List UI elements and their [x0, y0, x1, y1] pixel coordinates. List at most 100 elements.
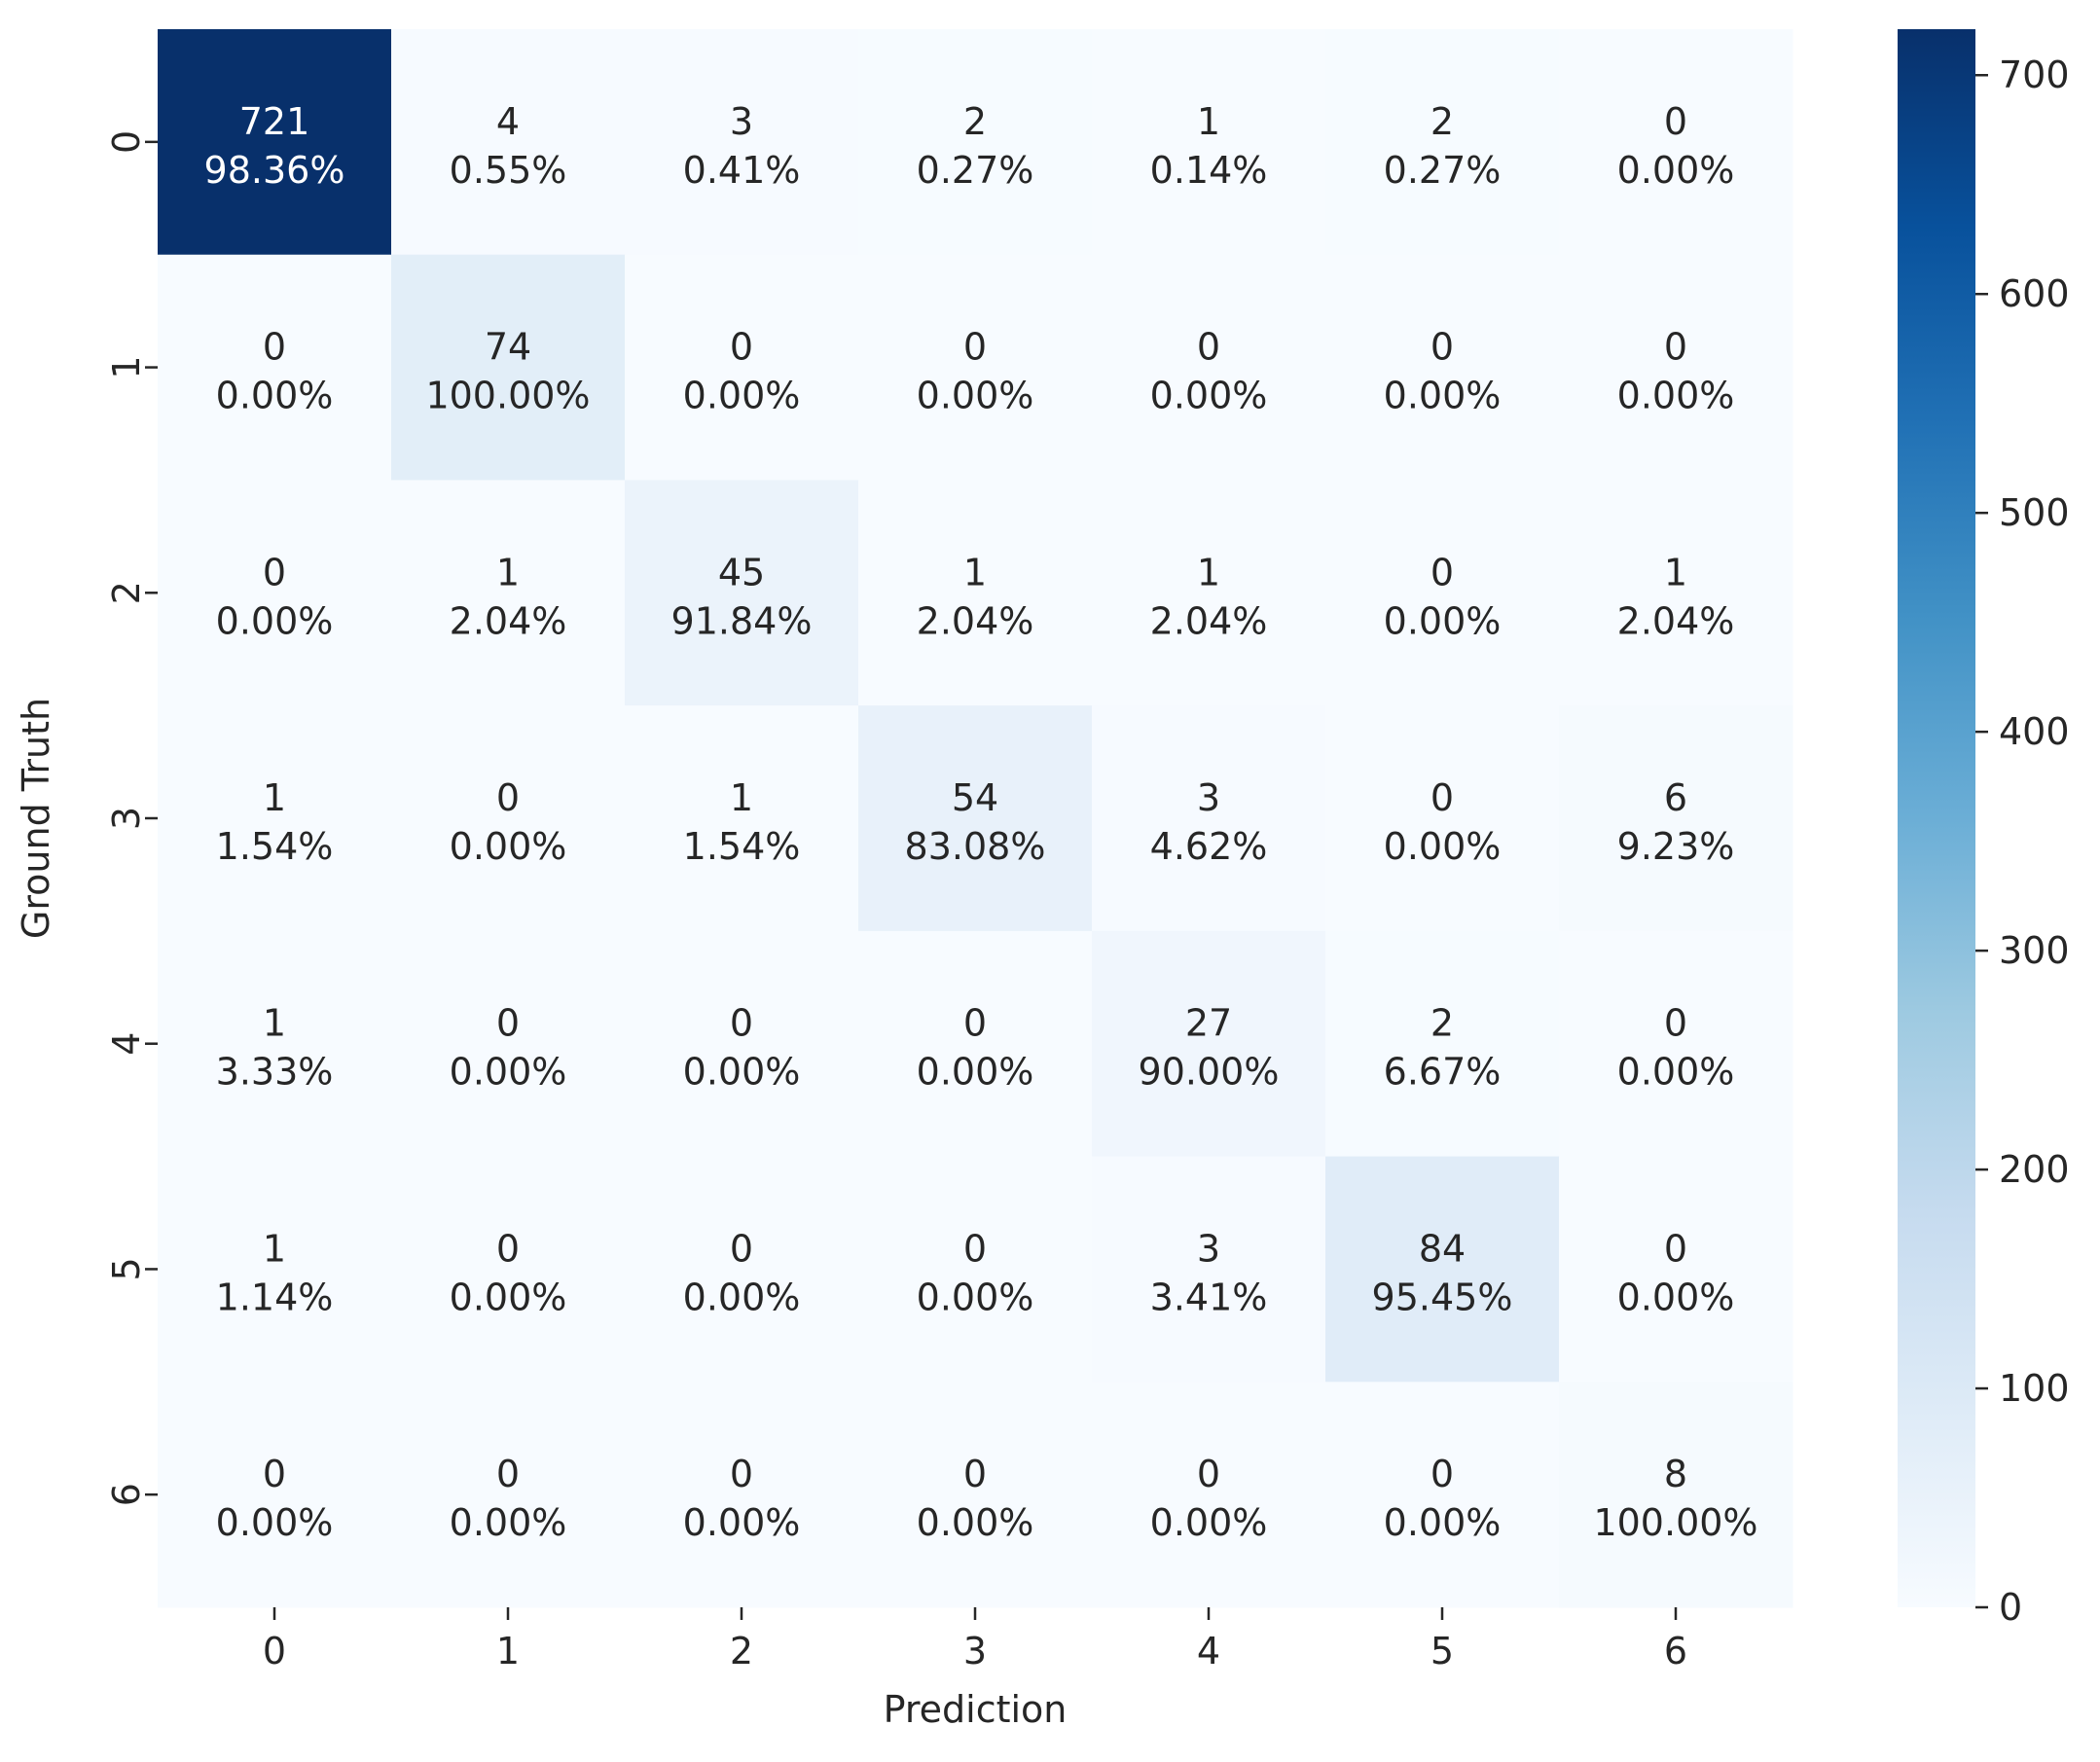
- y-tick-label: 0: [105, 130, 148, 154]
- cell-percent-label: 1.54%: [683, 825, 801, 868]
- cell-percent-label: 0.00%: [1384, 375, 1502, 417]
- cell-percent-label: 0.00%: [450, 1051, 567, 1094]
- cell-count-label: 0: [263, 326, 286, 369]
- heatmap-cell: [391, 1382, 626, 1608]
- cell-percent-label: 0.00%: [917, 375, 1034, 417]
- cell-count-label: 0: [496, 776, 520, 819]
- cell-count-label: 45: [718, 551, 765, 593]
- cell-count-label: 1: [1197, 551, 1220, 593]
- heatmap-cell: [858, 480, 1093, 706]
- cell-percent-label: 83.08%: [905, 825, 1046, 868]
- heatmap-cell: [1092, 705, 1326, 932]
- cell-count-label: 54: [952, 776, 998, 819]
- cell-count-label: 1: [730, 776, 753, 819]
- cell-count-label: 0: [1197, 1453, 1220, 1495]
- cell-count-label: 1: [496, 551, 520, 593]
- cell-count-label: 1: [1197, 100, 1220, 143]
- heatmap-cell: [1559, 1382, 1793, 1608]
- cell-percent-label: 0.00%: [1617, 375, 1735, 417]
- cell-count-label: 0: [1664, 1227, 1687, 1270]
- cell-percent-label: 0.00%: [917, 1051, 1034, 1094]
- cell-count-label: 0: [263, 551, 286, 593]
- cell-percent-label: 0.00%: [216, 1501, 334, 1544]
- heatmap-cell: [1325, 1156, 1560, 1383]
- heatmap-cell: [858, 29, 1093, 256]
- heatmap-cell: [858, 1156, 1093, 1383]
- cell-percent-label: 0.00%: [683, 1276, 801, 1318]
- cell-percent-label: 0.41%: [683, 149, 801, 192]
- y-tick-label: 2: [105, 581, 148, 604]
- heatmap-cell: [158, 930, 392, 1158]
- x-tick-label: 4: [1197, 1630, 1220, 1672]
- cell-count-label: 0: [1430, 551, 1454, 593]
- cell-percent-label: 0.14%: [1150, 149, 1268, 192]
- x-tick-label: 2: [730, 1630, 753, 1672]
- cell-percent-label: 0.55%: [450, 149, 567, 192]
- heatmap-cell: [1092, 1382, 1326, 1608]
- heatmap-cell: [1092, 930, 1326, 1158]
- heatmap-cell: [158, 1382, 392, 1608]
- cell-percent-label: 1.54%: [216, 825, 334, 868]
- cell-percent-label: 2.04%: [450, 599, 567, 642]
- heatmap-cell: [391, 1156, 626, 1383]
- colorbar-axis: 0 100 200 300 400 500 600 700: [1975, 54, 2070, 1629]
- heatmap-cell: [1325, 29, 1560, 256]
- cell-count-label: 3: [1197, 1227, 1220, 1270]
- cell-percent-label: 2.04%: [1617, 599, 1735, 642]
- heatmap-cell: [1325, 480, 1560, 706]
- cell-count-label: 0: [1664, 1002, 1687, 1045]
- x-axis: 0 1 2 3 4 5 6: [263, 1607, 1687, 1672]
- heatmap-cell: [858, 705, 1093, 932]
- cell-count-label: 84: [1419, 1227, 1466, 1270]
- cell-percent-label: 0.00%: [1150, 375, 1268, 417]
- x-tick-label: 3: [963, 1630, 987, 1672]
- colorbar-tick-label: 700: [1999, 54, 2070, 96]
- heatmap-cell: [1092, 480, 1326, 706]
- cell-count-label: 0: [963, 1002, 987, 1045]
- cell-count-label: 8: [1664, 1453, 1687, 1495]
- heatmap-cell: [625, 29, 859, 256]
- heatmap-cell: [1325, 254, 1560, 481]
- x-tick-label: 6: [1664, 1630, 1687, 1672]
- y-tick-label: 1: [105, 355, 148, 378]
- cell-count-label: 0: [730, 1002, 753, 1045]
- cell-count-label: 0: [1430, 326, 1454, 369]
- colorbar-tick-label: 200: [1999, 1148, 2070, 1191]
- cell-percent-label: 100.00%: [1593, 1501, 1757, 1544]
- cell-percent-label: 0.00%: [1617, 149, 1735, 192]
- heatmap-cell: [391, 254, 626, 481]
- cell-count-label: 0: [1197, 326, 1220, 369]
- cell-count-label: 0: [963, 1453, 987, 1495]
- cell-percent-label: 0.00%: [450, 1276, 567, 1318]
- cell-percent-label: 0.00%: [683, 375, 801, 417]
- cell-percent-label: 9.23%: [1617, 825, 1735, 868]
- x-axis-label: Prediction: [884, 1688, 1068, 1731]
- heatmap-cell: [858, 254, 1093, 481]
- cell-percent-label: 3.41%: [1150, 1276, 1268, 1318]
- heatmap-cell: [158, 254, 392, 481]
- cell-count-label: 74: [485, 326, 531, 369]
- heatmap-cells: 721 98.36% 4 0.55% 3 0.41% 2 0.27% 1 0.14% 2 0.27% 0…: [158, 29, 1793, 1608]
- cell-count-label: 0: [963, 326, 987, 369]
- heatmap-cell: [1559, 930, 1793, 1158]
- y-tick-label: 5: [105, 1257, 148, 1280]
- cell-count-label: 1: [263, 1002, 286, 1045]
- colorbar: [1898, 29, 1975, 1607]
- cell-count-label: 0: [1664, 100, 1687, 143]
- cell-percent-label: 95.45%: [1372, 1276, 1513, 1318]
- heatmap-cell: [391, 705, 626, 932]
- heatmap-cell: [391, 480, 626, 706]
- heatmap-cell: [1559, 254, 1793, 481]
- heatmap-cell: [391, 29, 626, 256]
- cell-percent-label: 0.00%: [1150, 1501, 1268, 1544]
- cell-percent-label: 0.00%: [917, 1276, 1034, 1318]
- cell-percent-label: 0.00%: [1617, 1051, 1735, 1094]
- heatmap-cell: [1325, 705, 1560, 932]
- heatmap-cell: [391, 930, 626, 1158]
- cell-percent-label: 0.00%: [683, 1051, 801, 1094]
- cell-count-label: 0: [963, 1227, 987, 1270]
- heatmap-cell: [1092, 29, 1326, 256]
- colorbar-tick-label: 600: [1999, 272, 2070, 315]
